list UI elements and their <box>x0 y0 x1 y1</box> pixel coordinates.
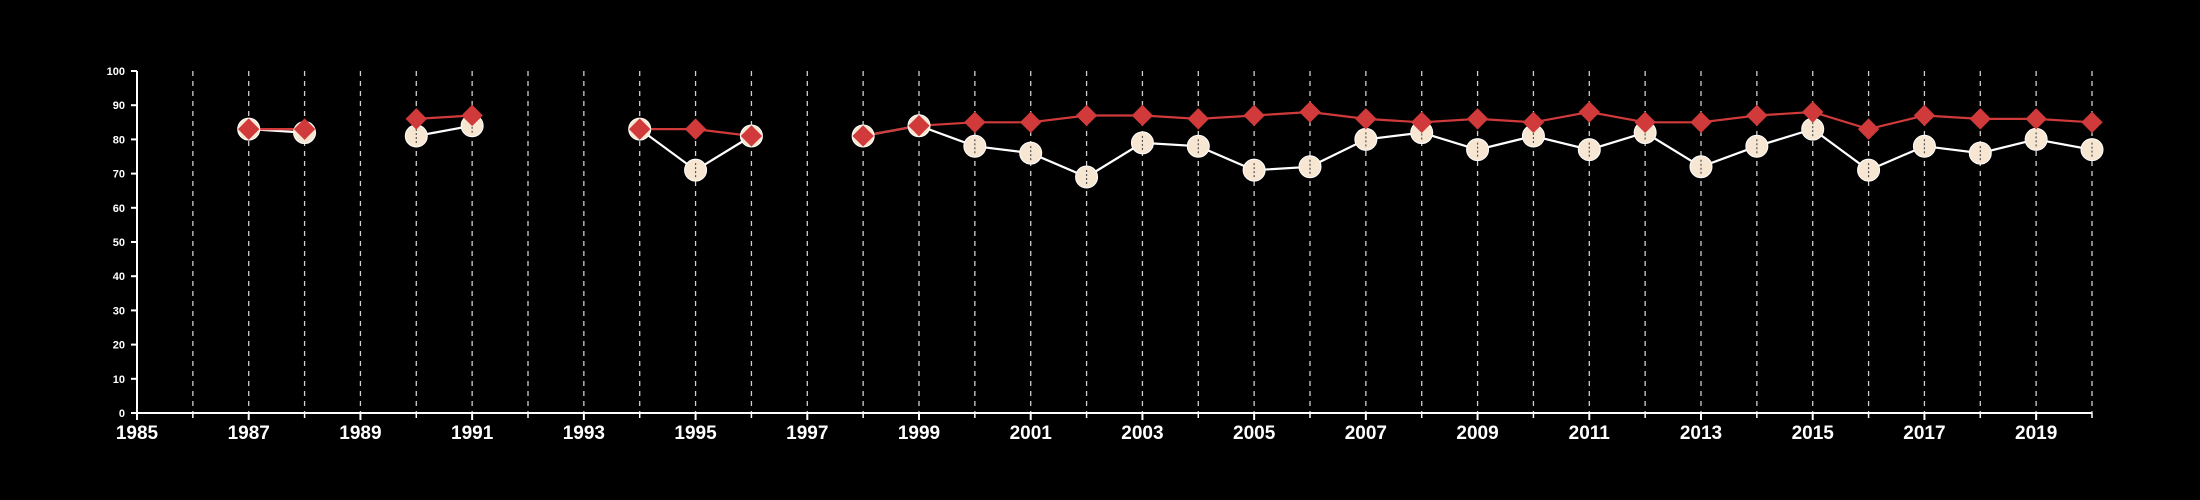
data-point-diamond <box>1690 111 1712 134</box>
data-point-diamond <box>405 108 427 130</box>
x-tick-label: 2009 <box>1456 423 1498 444</box>
x-tick-label: 1989 <box>339 423 381 444</box>
y-tick-label: 90 <box>113 100 125 112</box>
data-point-diamond <box>1969 108 1991 130</box>
data-point-diamond <box>1578 101 1600 123</box>
data-point-circle <box>2024 127 2048 151</box>
y-tick-label: 80 <box>113 134 125 146</box>
data-point-circle <box>1466 138 1490 162</box>
data-point-diamond <box>684 118 707 140</box>
data-point-diamond <box>1411 111 1433 134</box>
y-tick-label: 50 <box>113 237 125 249</box>
data-point-diamond <box>1355 108 1377 130</box>
data-point-circle <box>1577 138 1601 162</box>
data-point-diamond <box>1187 108 1209 130</box>
y-tick-label: 0 <box>119 408 125 420</box>
data-point-circle <box>2080 138 2104 162</box>
data-point-diamond <box>1913 104 1936 127</box>
x-axis-ticks: 1985 1987 1989 1991 1993 1995 1997 1999 2001 2003… <box>116 413 2093 444</box>
y-tick-label: 10 <box>113 374 125 386</box>
x-tick-label: 2019 <box>2015 423 2057 444</box>
x-tick-label: 1987 <box>228 423 270 444</box>
data-point-circle <box>1019 141 1043 165</box>
data-point-diamond <box>1299 101 1321 123</box>
vertical-gridlines <box>192 71 2093 413</box>
y-axis-ticks: 0 10 20 30 40 50 60 70 80 90 100 <box>107 66 137 420</box>
x-tick-label: 1985 <box>116 423 159 444</box>
data-point-circle <box>1298 155 1322 179</box>
x-tick-label: 2001 <box>1010 423 1053 444</box>
data-point-diamond <box>1466 108 1489 130</box>
data-point-circle <box>684 158 708 182</box>
data-point-diamond <box>2025 108 2047 130</box>
data-point-diamond <box>1075 104 1098 127</box>
data-point-circle <box>963 134 987 158</box>
axes <box>136 71 2092 414</box>
x-tick-label: 2017 <box>1903 423 1945 444</box>
series-markers <box>237 101 2104 189</box>
data-point-circle <box>1689 155 1713 179</box>
data-point-circle <box>1968 141 1992 165</box>
data-point-circle <box>1912 134 1936 158</box>
x-tick-label: 1993 <box>563 423 605 444</box>
x-tick-label: 2011 <box>1569 423 1611 444</box>
x-tick-label: 2007 <box>1345 423 1387 444</box>
data-point-diamond <box>1522 111 1545 134</box>
y-tick-label: 60 <box>113 203 125 215</box>
data-point-diamond <box>1131 104 1154 127</box>
data-point-circle <box>1857 158 1881 182</box>
data-point-diamond <box>238 118 260 140</box>
data-point-diamond <box>852 125 874 147</box>
data-point-circle <box>1242 158 1266 182</box>
x-tick-label: 2003 <box>1121 423 1163 444</box>
data-point-diamond <box>908 115 930 137</box>
data-point-diamond <box>1802 101 1824 123</box>
y-tick-label: 30 <box>113 305 125 317</box>
x-tick-label: 1997 <box>786 423 828 444</box>
x-tick-label: 2005 <box>1233 423 1276 444</box>
data-point-diamond <box>1634 111 1656 134</box>
data-point-circle <box>1075 165 1099 189</box>
data-point-diamond <box>2081 111 2103 134</box>
x-tick-label: 2015 <box>1792 423 1835 444</box>
y-tick-label: 20 <box>113 340 125 352</box>
data-point-diamond <box>293 118 316 140</box>
y-tick-label: 100 <box>107 66 125 78</box>
y-tick-label: 40 <box>113 271 125 283</box>
data-point-circle <box>1186 134 1210 158</box>
data-point-diamond <box>461 104 483 127</box>
data-point-diamond <box>1243 104 1265 127</box>
data-point-diamond <box>1857 118 1880 140</box>
data-point-diamond <box>740 125 763 147</box>
x-tick-label: 1995 <box>674 423 717 444</box>
data-point-circle <box>1130 131 1154 155</box>
data-point-diamond <box>1746 104 1768 127</box>
data-point-circle <box>1354 127 1378 151</box>
x-tick-label: 1999 <box>898 423 940 444</box>
data-point-circle <box>1745 134 1769 158</box>
x-tick-label: 2013 <box>1680 423 1722 444</box>
data-point-diamond <box>964 111 986 134</box>
data-point-diamond <box>1020 111 1042 134</box>
y-tick-label: 70 <box>113 169 125 181</box>
x-tick-label: 1991 <box>451 423 494 444</box>
data-point-diamond <box>629 118 651 140</box>
